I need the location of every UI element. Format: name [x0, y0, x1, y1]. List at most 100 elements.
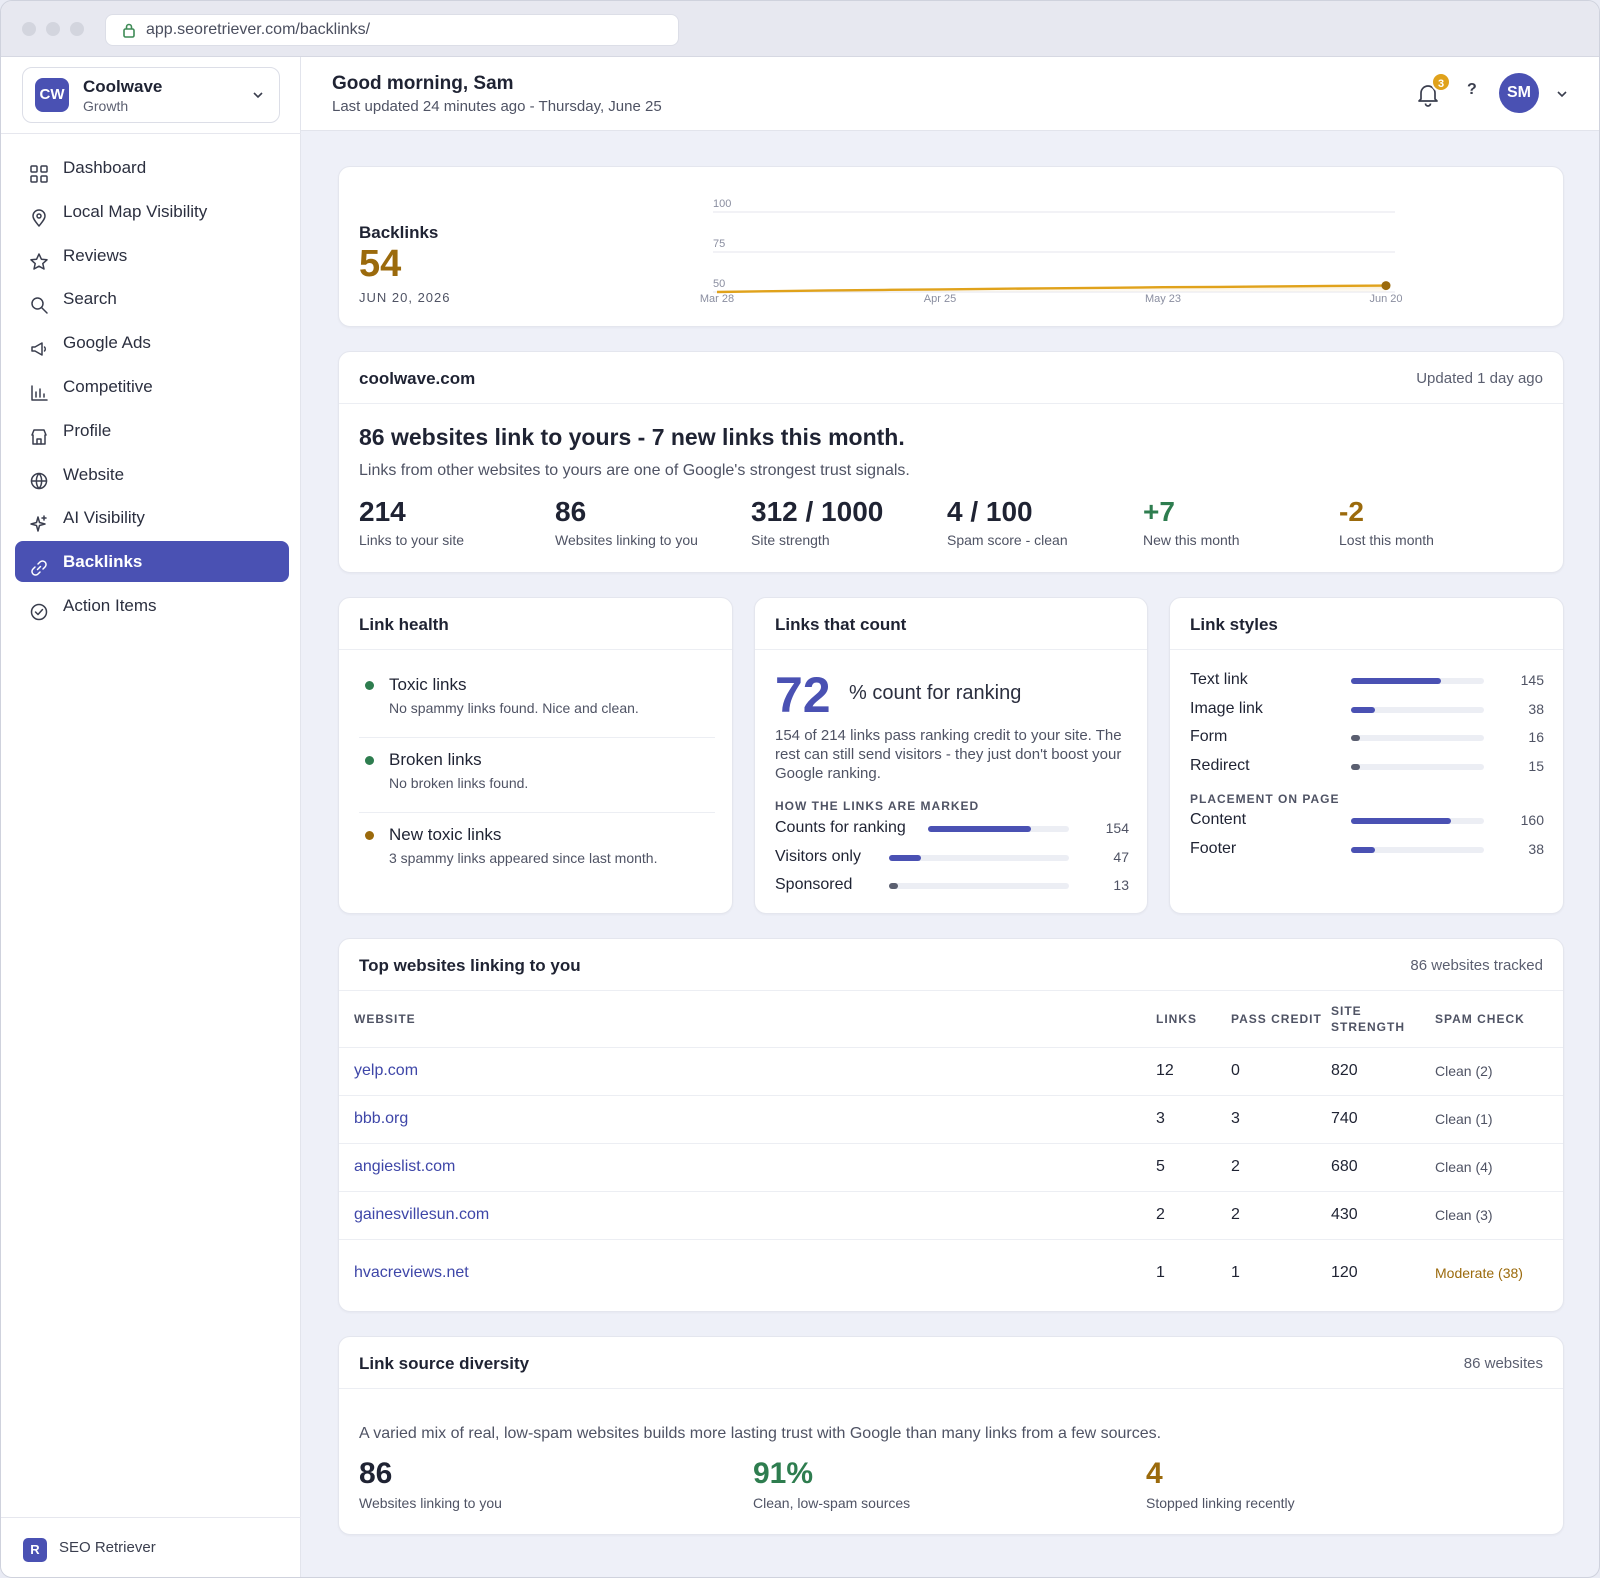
stat-value: 4 [1146, 1457, 1163, 1490]
x-tick-label: Mar 28 [700, 293, 734, 305]
col-spam-check-header[interactable]: SPAM CHECK [1435, 991, 1563, 1048]
help-button[interactable]: ? [1467, 81, 1477, 98]
site-domain: coolwave.com [359, 369, 476, 388]
bell-icon[interactable] [1415, 81, 1441, 107]
bar-track [889, 883, 1069, 889]
greeting: Good morning, Sam [332, 73, 514, 94]
sidebar-item-local-map-visibility[interactable]: Local Map Visibility [15, 191, 289, 232]
table-row[interactable]: gainesvillesun.com 2 2 430 Clean (3) [339, 1191, 1563, 1240]
links-cell: 3 [1156, 1095, 1231, 1144]
bar-value: 160 [1520, 812, 1544, 828]
stat-value: +7 [1143, 496, 1175, 527]
bar-row: Image link 38 [1190, 698, 1544, 720]
sidebar-item-label: Search [63, 289, 117, 309]
bar-label: Counts for ranking [775, 819, 906, 836]
bar-track [1351, 735, 1484, 741]
col-pass-credit-header[interactable]: PASS CREDIT [1231, 991, 1331, 1048]
bar-fill [889, 883, 898, 889]
card-header: Links that count [755, 598, 1147, 650]
bar-fill [928, 826, 1031, 832]
top-websites-title: Top websites linking to you [359, 956, 581, 975]
grid-icon [29, 158, 49, 183]
summary-stat: 4 / 100 Spam score - clean [947, 496, 1068, 548]
stat-value: 312 / 1000 [751, 496, 884, 527]
table-row[interactable]: yelp.com 12 0 820 Clean (2) [339, 1047, 1563, 1096]
health-item-title: Broken links [389, 750, 482, 769]
website-link[interactable]: hvacreviews.net [354, 1264, 469, 1282]
health-item: New toxic links 3 spammy links appeared s… [359, 815, 715, 890]
stat-value: 4 / 100 [947, 496, 1033, 527]
table-row[interactable]: angieslist.com 5 2 680 Clean (4) [339, 1143, 1563, 1192]
bar-track [1351, 846, 1484, 853]
sidebar-item-reviews[interactable]: Reviews [15, 235, 289, 276]
org-name: Coolwave [83, 77, 163, 96]
window-zoom-dot[interactable] [70, 22, 84, 36]
sidebar-item-website[interactable]: Website [15, 454, 289, 495]
bar-value: 13 [1113, 877, 1129, 893]
website-link[interactable]: gainesvillesun.com [339, 1191, 1156, 1240]
table-row[interactable]: bbb.org 3 3 740 Clean (1) [339, 1095, 1563, 1144]
ranking-percent-label: % count for ranking [849, 682, 1022, 704]
megaphone-icon [29, 333, 49, 356]
bar-label: Visitors only [775, 847, 861, 865]
summary-stat: -2 Lost this month [1339, 496, 1434, 548]
chevron-down-icon [253, 92, 263, 99]
pass-credit-cell: 2 [1231, 1191, 1331, 1240]
bar-value: 15 [1528, 757, 1544, 774]
sparkle-icon [29, 508, 49, 533]
backlinks-value: 54 [359, 243, 402, 285]
sidebar-item-dashboard[interactable]: Dashboard [15, 147, 289, 188]
col-site-strength-header[interactable]: SITE STRENGTH [1331, 991, 1435, 1048]
websites-tracked: 86 websites tracked [1410, 957, 1543, 974]
summary-stat: 312 / 1000 Site strength [751, 496, 883, 548]
sidebar-item-search[interactable]: Search [15, 278, 289, 319]
bar-row: Sponsored 13 [775, 874, 1129, 896]
org-switcher[interactable]: CW Coolwave Growth [22, 67, 280, 123]
sidebar-item-ai-visibility[interactable]: AI Visibility [15, 497, 289, 538]
sidebar-item-label: Local Map Visibility [63, 201, 208, 221]
sidebar-item-backlinks[interactable]: Backlinks [15, 541, 289, 583]
bar-value: 38 [1528, 700, 1544, 717]
diversity-aside: 86 websites [1463, 1355, 1543, 1372]
stat-value: -2 [1339, 496, 1364, 527]
address-bar[interactable]: app.seoretriever.com/backlinks/ [105, 14, 679, 46]
table-header-row: WEBSITE LINKS PASS CREDIT SITE STRENGTH SPAM… [339, 991, 1563, 1048]
window-minimize-dot[interactable] [46, 22, 60, 36]
top-websites-card: Top websites linking to you 86 websites … [338, 938, 1564, 1312]
sidebar-item-label: Reviews [63, 245, 128, 265]
backlinks-card: Backlinks 54 JUN 20, 2026 50 75 100 Mar 28 A… [338, 166, 1564, 327]
bar-row: Redirect 15 [1190, 755, 1544, 777]
stat-label: Site strength [751, 532, 830, 548]
search-icon [29, 289, 49, 315]
window-close-dot[interactable] [22, 22, 36, 36]
lock-icon [123, 23, 135, 38]
link-styles-card: Link styles Text link 145 Image link 38 Form… [1169, 597, 1564, 914]
last-point-marker[interactable] [1381, 281, 1391, 291]
stat-value: 86 [359, 1457, 393, 1490]
col-website-header[interactable]: WEBSITE [339, 991, 1156, 1048]
website-link[interactable]: yelp.com [339, 1047, 1156, 1096]
divider [359, 812, 715, 813]
website-link[interactable]: angieslist.com [339, 1143, 1156, 1192]
website-link[interactable]: bbb.org [339, 1095, 1156, 1144]
top-websites-table: WEBSITE LINKS PASS CREDIT SITE STRENGTH SPAM… [339, 991, 1563, 1307]
sidebar-item-label: Google Ads [63, 333, 151, 353]
table-row[interactable]: hvacreviews.net 1 1 120 Moderate (38) [339, 1239, 1563, 1307]
sidebar-footer: R SEO Retriever [1, 1517, 301, 1577]
bar-row: Footer 38 [1190, 838, 1544, 860]
avatar[interactable]: SM [1499, 73, 1539, 113]
sidebar-item-profile[interactable]: Profile [15, 410, 289, 451]
col-links-header[interactable]: LINKS [1156, 991, 1231, 1048]
globe-icon [29, 465, 49, 489]
site-summary-card: coolwave.com Updated 1 day ago 86 websit… [338, 351, 1564, 573]
health-item: Broken links No broken links found. [359, 740, 715, 815]
sidebar-item-competitive[interactable]: Competitive [15, 366, 289, 407]
stat-label: Stopped linking recently [1146, 1495, 1295, 1511]
sidebar-item-action-items[interactable]: Action Items [15, 585, 289, 626]
stat-value: 91% [753, 1457, 814, 1490]
stat-label: New this month [1143, 532, 1240, 548]
chevron-down-icon[interactable] [1555, 87, 1569, 101]
ranking-percent: 72 [775, 667, 831, 723]
sidebar-item-google-ads[interactable]: Google Ads [15, 322, 289, 363]
